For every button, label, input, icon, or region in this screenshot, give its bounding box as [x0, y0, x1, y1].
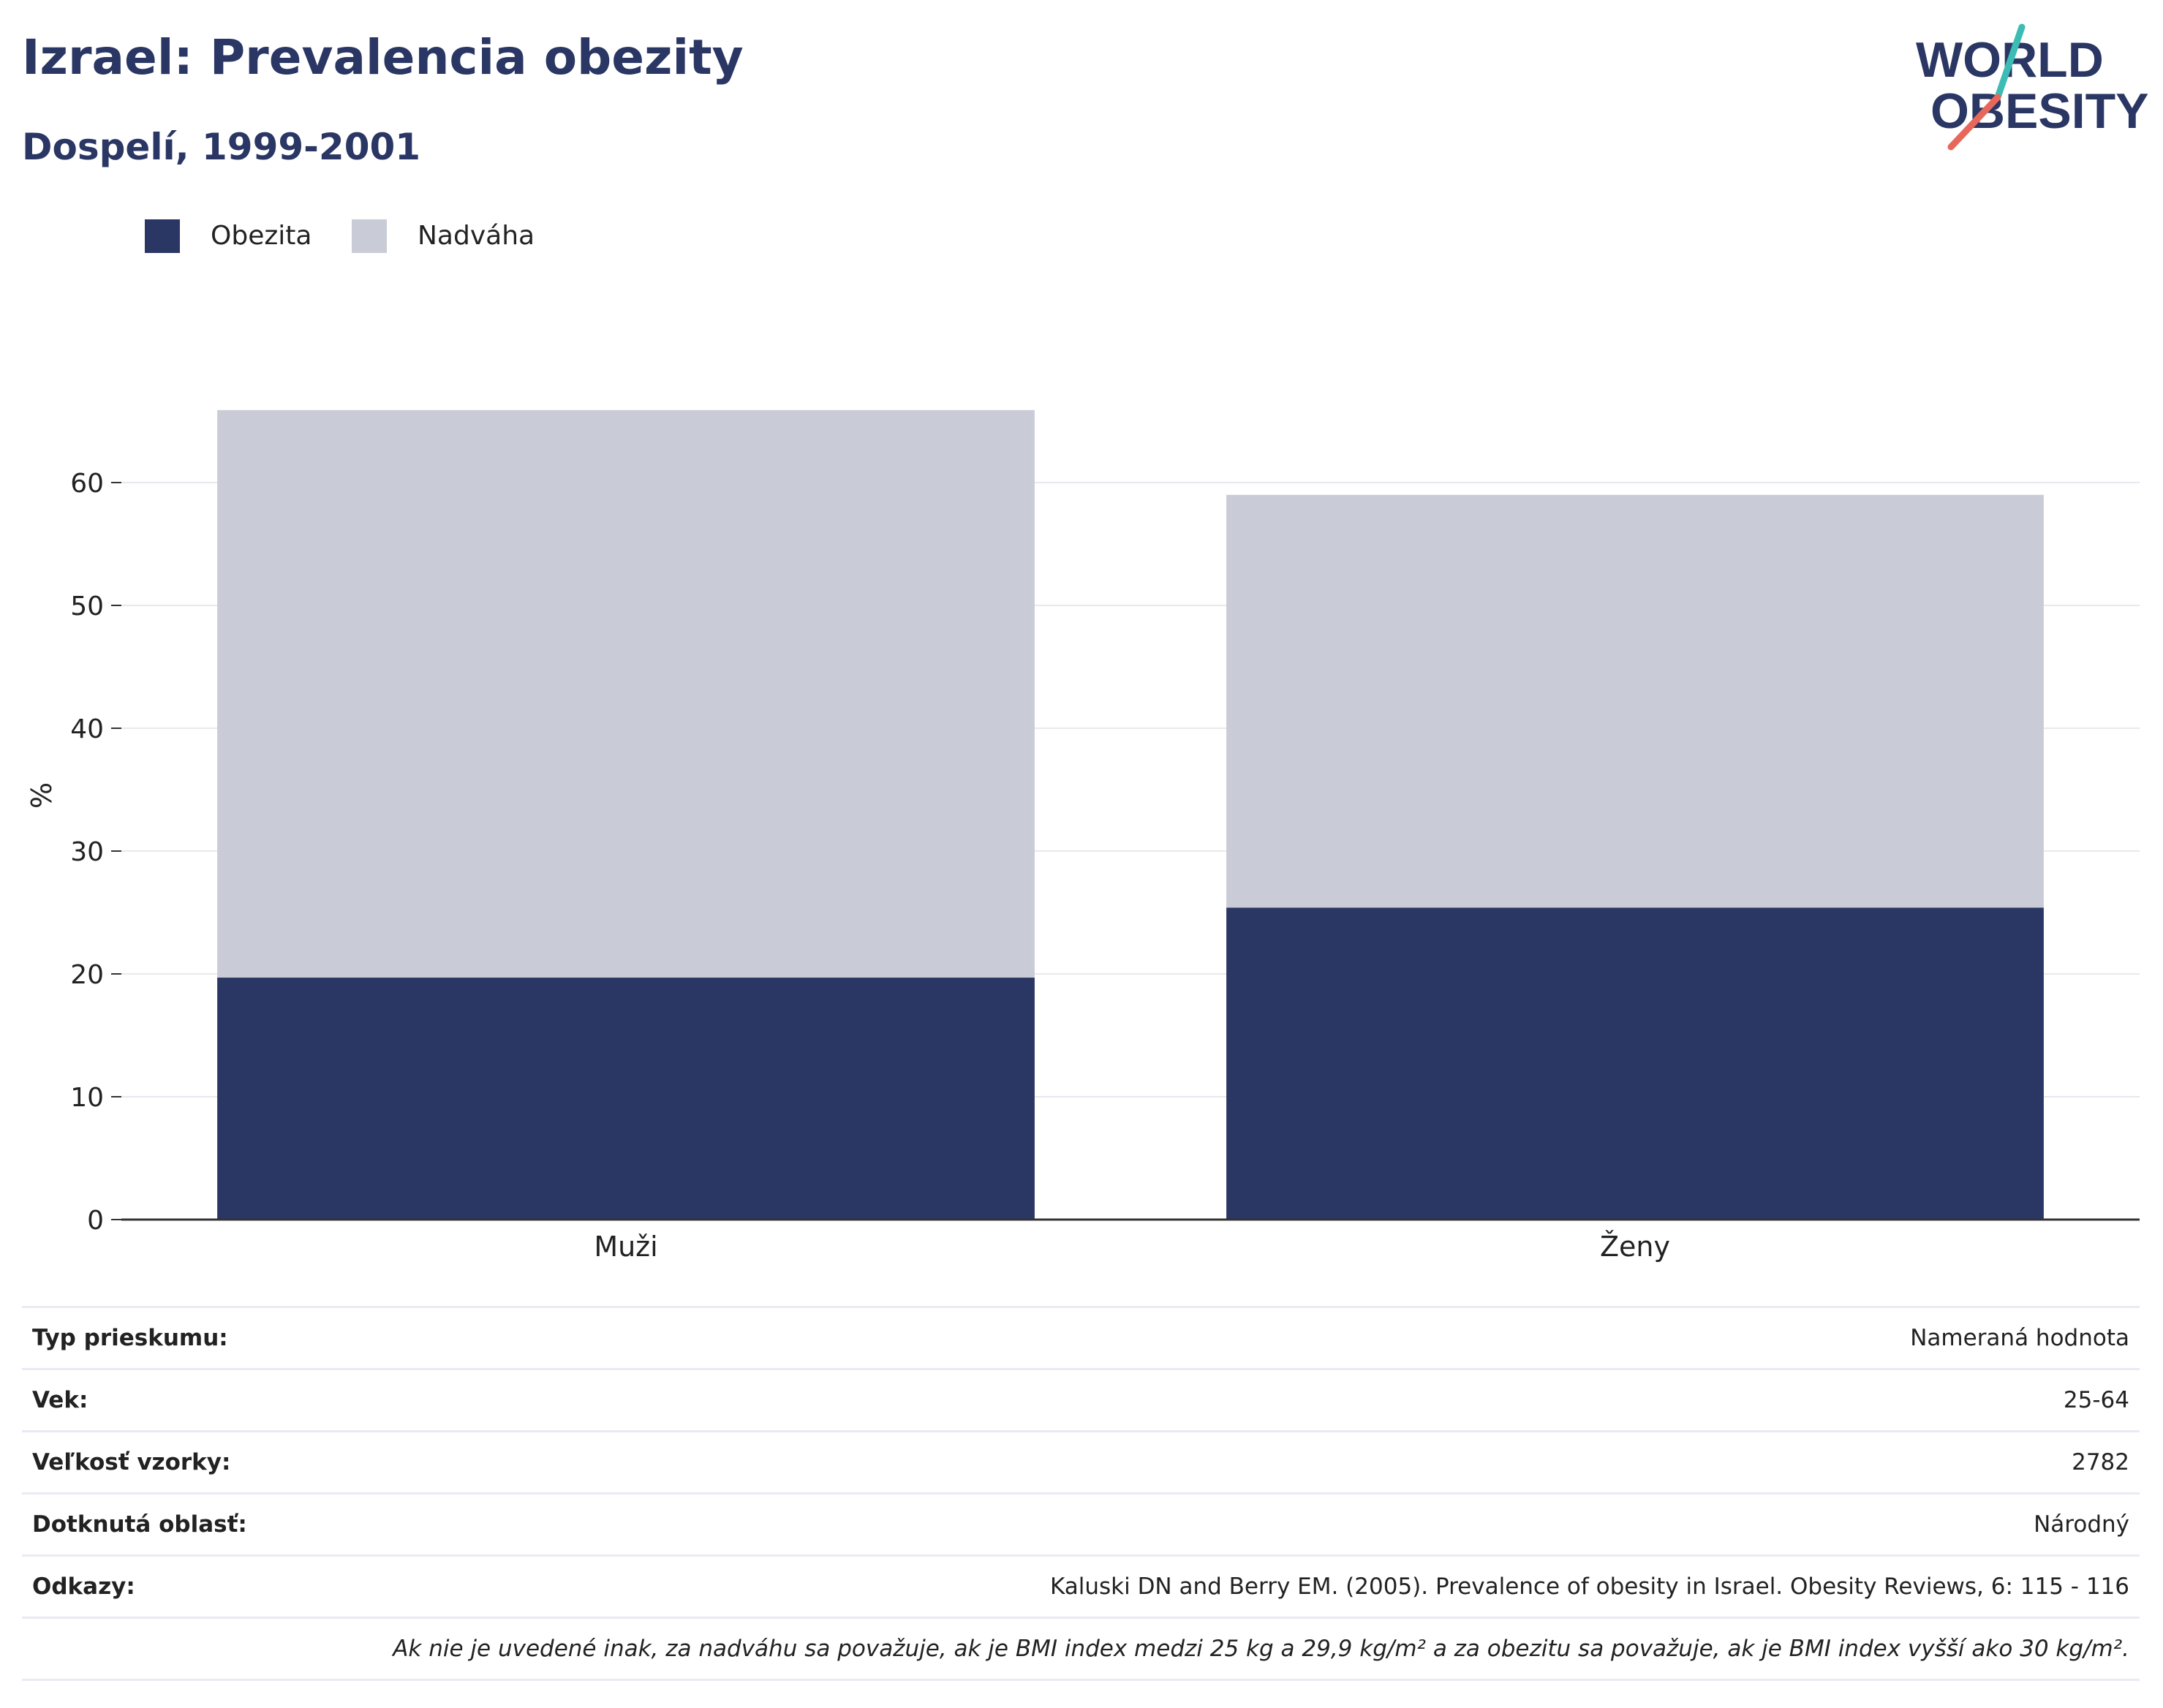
table-row: Ak nie je uvedené inak, za nadváhu sa po…	[22, 1617, 2140, 1681]
info-value-survey-type: Nameraná hodnota	[395, 1306, 2140, 1370]
page-subtitle: Dospelí, 1999-2001	[22, 126, 421, 168]
info-key-sample-size: Veľkosť vzorky:	[22, 1431, 396, 1494]
table-row: Vek: 25-64	[22, 1369, 2140, 1432]
info-key-area: Dotknutá oblasť:	[22, 1493, 396, 1557]
y-tick-label: 50	[70, 592, 104, 621]
legend-swatch-nadvaha	[352, 219, 387, 253]
info-key-survey-type: Typ prieskumu:	[22, 1306, 396, 1370]
bar-obezita	[217, 978, 1035, 1220]
bar-nadvaha	[217, 409, 1035, 978]
info-value-age: 25-64	[395, 1369, 2140, 1432]
y-axis-label: %	[26, 782, 58, 809]
info-key-references: Odkazy:	[22, 1555, 396, 1619]
bar-layer	[217, 409, 2044, 1220]
x-tick-label: Muži	[594, 1231, 657, 1263]
y-tick-label: 20	[70, 960, 104, 990]
world-obesity-logo: WORLD OBESITY	[1916, 23, 2149, 151]
legend-label-nadvaha: Nadváha	[418, 221, 535, 251]
bar-obezita	[1226, 907, 2044, 1220]
bmi-definition-note: Ak nie je uvedené inak, za nadváhu sa po…	[22, 1617, 2140, 1681]
info-value-area: Národný	[395, 1493, 2140, 1557]
legend-swatch-obezita	[145, 219, 180, 253]
legend-label-obezita: Obezita	[211, 221, 312, 251]
table-row: Odkazy: Kaluski DN and Berry EM. (2005).…	[22, 1555, 2140, 1619]
table-row: Typ prieskumu: Nameraná hodnota	[22, 1306, 2140, 1370]
info-value-sample-size: 2782	[395, 1431, 2140, 1494]
logo-slash-coral	[1947, 94, 2001, 151]
x-tick-label: Ženy	[1600, 1231, 1670, 1263]
stacked-bar-chart: 0 10 20 30 40 50 60 Muži Ženy %	[26, 409, 2140, 1263]
logo-slash-teal	[1994, 23, 2026, 101]
page-title: Izrael: Prevalencia obezity	[22, 29, 744, 86]
axis-layer: 0 10 20 30 40 50 60 Muži Ženy	[70, 469, 2140, 1263]
y-tick-label: 40	[70, 714, 104, 744]
info-key-age: Vek:	[22, 1369, 396, 1432]
table-row: Veľkosť vzorky: 2782	[22, 1431, 2140, 1494]
survey-info-table: Typ prieskumu: Nameraná hodnota Vek: 25-…	[22, 1306, 2140, 1681]
y-tick-label: 60	[70, 469, 104, 499]
bar-nadvaha	[1226, 494, 2044, 908]
info-value-references: Kaluski DN and Berry EM. (2005). Prevale…	[395, 1555, 2140, 1619]
y-tick-label: 30	[70, 837, 104, 867]
y-tick-label: 10	[70, 1083, 104, 1113]
table-row: Dotknutá oblasť: Národný	[22, 1493, 2140, 1557]
y-tick-label: 0	[87, 1206, 104, 1236]
